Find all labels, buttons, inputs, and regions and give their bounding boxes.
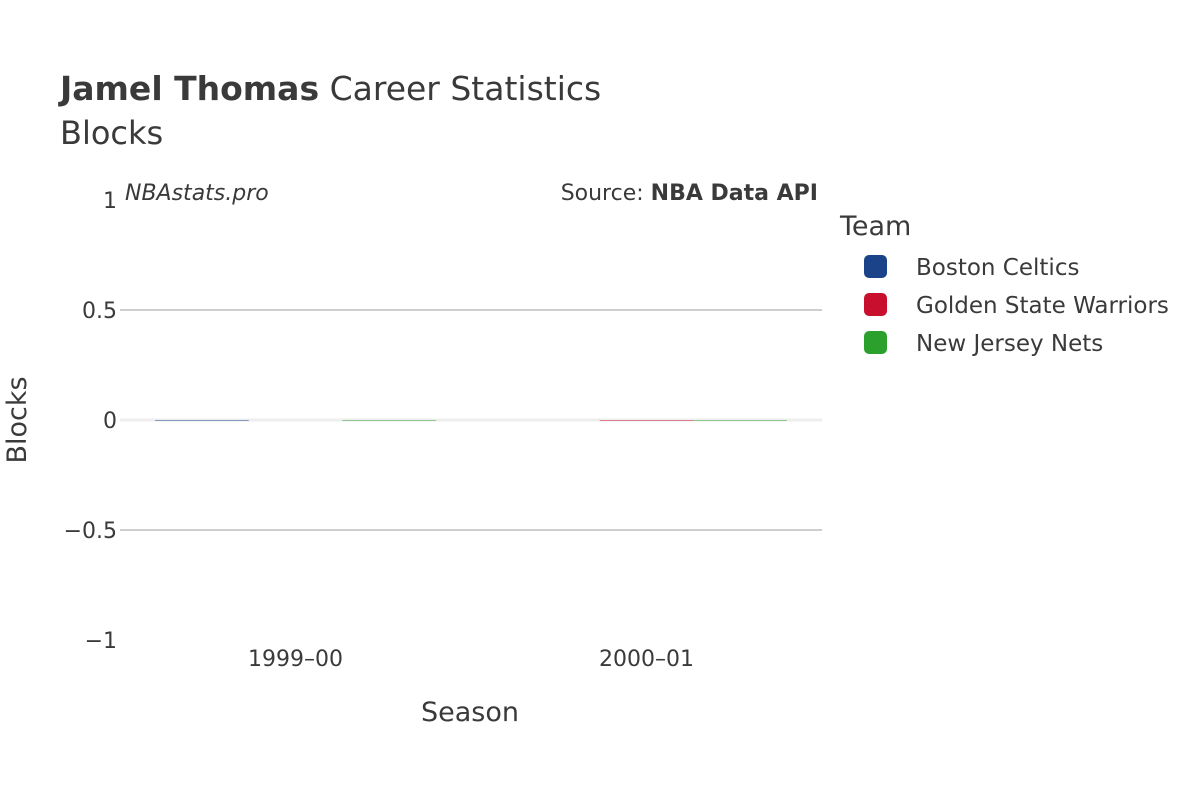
- legend-label[interactable]: Golden State Warriors: [916, 293, 1169, 319]
- y-axis-label: Blocks: [2, 376, 33, 463]
- chart-subtitle: Blocks: [60, 114, 163, 152]
- title-player: Jamel Thomas: [58, 69, 319, 108]
- x-tick-label: 2000–01: [599, 647, 694, 672]
- x-tick-labels: 1999–00 2000–01: [248, 647, 694, 672]
- bar[interactable]: [599, 420, 694, 421]
- bar[interactable]: [342, 420, 436, 421]
- y-tick-label: −1: [85, 629, 117, 654]
- legend-label[interactable]: Boston Celtics: [916, 255, 1079, 281]
- y-tick-label: 1: [103, 189, 117, 214]
- y-tick-label: 0: [103, 409, 117, 434]
- x-tick-label: 1999–00: [248, 647, 343, 672]
- bar[interactable]: [155, 420, 249, 421]
- legend-label[interactable]: New Jersey Nets: [916, 331, 1103, 357]
- bar[interactable]: [693, 420, 787, 421]
- legend-swatch[interactable]: [864, 331, 887, 354]
- title-rest: Career Statistics: [319, 69, 601, 108]
- x-axis-label: Season: [421, 697, 519, 728]
- legend-title: Team: [839, 211, 911, 242]
- legend: Boston Celtics Golden State Warriors New J…: [864, 255, 1169, 357]
- chart-title: Jamel Thomas Career Statistics: [58, 69, 601, 108]
- legend-swatch[interactable]: [864, 293, 887, 316]
- source-name: NBA Data API: [651, 181, 818, 206]
- y-tick-labels: 1 0.5 0 −0.5 −1: [64, 189, 117, 654]
- bars: [155, 420, 787, 421]
- legend-swatch[interactable]: [864, 255, 887, 278]
- watermark: NBAstats.pro: [125, 181, 269, 206]
- y-tick-label: 0.5: [82, 299, 117, 324]
- y-tick-label: −0.5: [64, 519, 117, 544]
- source-prefix: Source:: [561, 181, 651, 206]
- source-note: Source: NBA Data API: [561, 181, 818, 206]
